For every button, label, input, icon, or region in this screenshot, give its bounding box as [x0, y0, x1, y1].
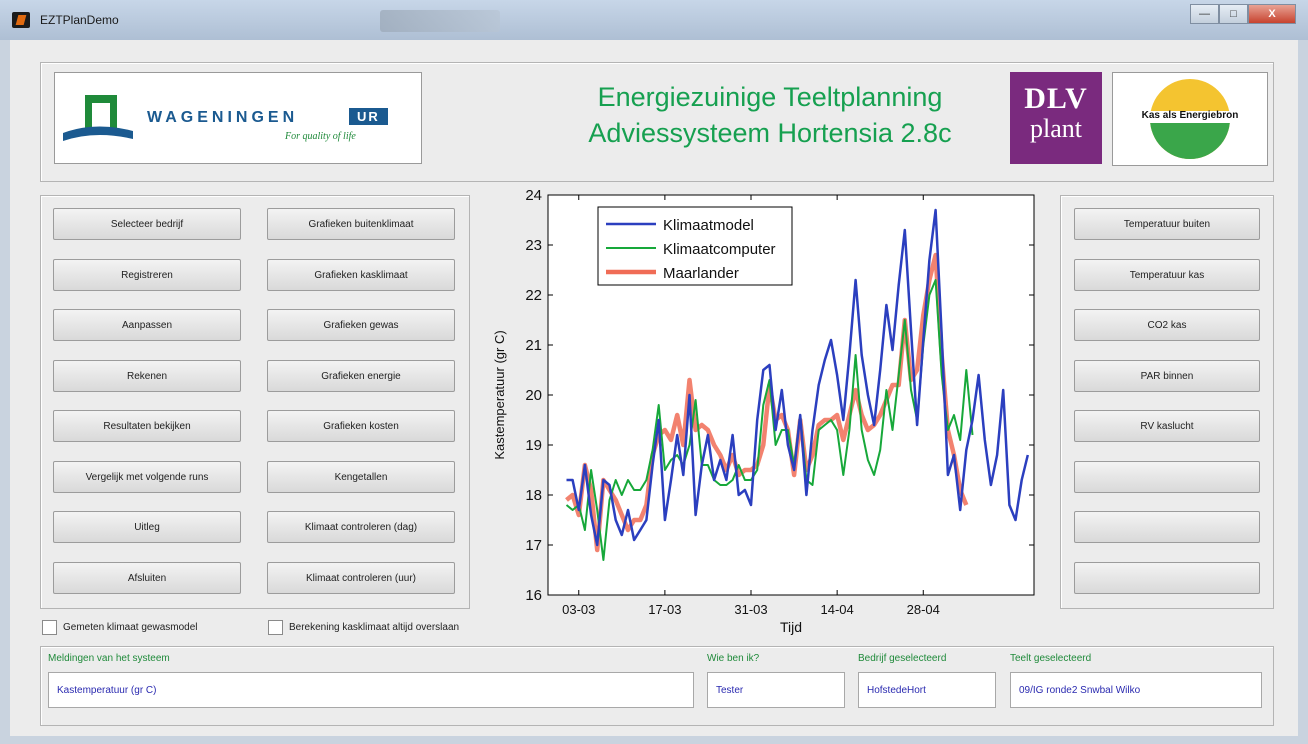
legend-label-klimaatmodel: Klimaatmodel	[663, 217, 754, 234]
button-resultaten-bekijken[interactable]: Resultaten bekijken	[53, 410, 241, 442]
button-grafieken-energie[interactable]: Grafieken energie	[267, 360, 455, 392]
kas-energiebron-logo: Kas als Energiebron	[1112, 72, 1268, 166]
page-title-line1: Energiezuinige Teeltplanning	[597, 82, 943, 112]
y-tick-label: 23	[525, 237, 542, 254]
button-rekenen[interactable]: Rekenen	[53, 360, 241, 392]
user-field: Tester	[707, 672, 845, 708]
wur-logo-word: WAGENINGEN	[147, 109, 299, 126]
x-tick-label: 14-04	[821, 602, 854, 617]
minimize-button[interactable]: —	[1190, 4, 1219, 24]
x-axis-label: Tijd	[780, 619, 802, 635]
kas-logo-text: Kas als Energiebron	[1141, 110, 1239, 121]
wur-logo-graphic	[63, 95, 133, 141]
company-field: HofstedeHort	[858, 672, 996, 708]
series-line-klimaatmodel	[566, 208, 1030, 547]
user-label: Wie ben ik?	[707, 653, 760, 664]
maximize-button[interactable]: □	[1219, 4, 1248, 24]
messages-label: Meldingen van het systeem	[48, 653, 170, 664]
kastemperatuur-chart: 16 17 18 19 20 21 22 23 24 03-03 17-03 31-03 14-04 28…	[492, 187, 1035, 635]
button-grafieken-kasklimaat[interactable]: Grafieken kasklimaat	[267, 259, 455, 291]
x-tick-label: 17-03	[648, 602, 681, 617]
crop-label: Teelt geselecteerd	[1010, 653, 1092, 664]
checkbox-kasklimaat-overslaan-label: Berekening kasklimaat altijd overslaan	[289, 622, 460, 633]
matlab-app-icon	[12, 12, 30, 28]
crop-field: 09/IG ronde2 Snwbal Wilko	[1010, 672, 1262, 708]
kas-logo-graphic	[1113, 79, 1267, 159]
x-tick-label: 28-04	[907, 602, 940, 617]
checkbox-gemeten-klimaat-box[interactable]	[42, 620, 57, 635]
checkbox-kasklimaat-overslaan-box[interactable]	[268, 620, 283, 635]
button-empty-2[interactable]	[1074, 511, 1260, 543]
main-window: WAGENINGEN UR For quality of life Energi…	[10, 40, 1298, 736]
dlv-logo-line1: DLV	[1024, 82, 1088, 115]
button-kengetallen[interactable]: Kengetallen	[267, 461, 455, 493]
y-tick-label: 24	[525, 187, 542, 204]
window-controls: — □ X	[1190, 4, 1296, 24]
button-rv-kaslucht[interactable]: RV kaslucht	[1074, 410, 1260, 442]
wur-logo-badge: UR	[349, 108, 388, 125]
button-temperatuur-kas[interactable]: Temperatuur kas	[1074, 259, 1260, 291]
button-afsluiten[interactable]: Afsluiten	[53, 562, 241, 594]
button-uitleg[interactable]: Uitleg	[53, 511, 241, 543]
checkbox-kasklimaat-overslaan[interactable]: Berekening kasklimaat altijd overslaan	[268, 620, 459, 635]
y-tick-label: 19	[525, 437, 542, 454]
page-title-line2: Adviessysteem Hortensia 2.8c	[588, 118, 952, 148]
x-tick-label: 31-03	[734, 602, 767, 617]
x-tick-label: 03-03	[562, 602, 595, 617]
series-line-klimaatcomputer	[565, 279, 974, 561]
window-title: EZTPlanDemo	[40, 13, 119, 27]
legend-label-maarlander: Maarlander	[663, 265, 739, 282]
y-axis-label: Kastemperatuur (gr C)	[492, 330, 507, 459]
y-tick-label: 18	[525, 487, 542, 504]
button-grafieken-kosten[interactable]: Grafieken kosten	[267, 410, 455, 442]
wur-logo: WAGENINGEN UR For quality of life	[54, 72, 422, 164]
right-button-panel	[1060, 195, 1274, 609]
button-klimaat-controleren-uur[interactable]: Klimaat controleren (uur)	[267, 562, 455, 594]
button-vergelijk-runs[interactable]: Vergelijk met volgende runs	[53, 461, 241, 493]
y-tick-label: 22	[525, 287, 542, 304]
button-grafieken-gewas[interactable]: Grafieken gewas	[267, 309, 455, 341]
button-selecteer-bedrijf[interactable]: Selecteer bedrijf	[53, 208, 241, 240]
company-label: Bedrijf geselecteerd	[858, 653, 947, 664]
title-bar: EZTPlanDemo — □ X	[0, 0, 1308, 40]
wur-logo-tagline: For quality of life	[285, 131, 356, 142]
button-klimaat-controleren-dag[interactable]: Klimaat controleren (dag)	[267, 511, 455, 543]
button-co2-kas[interactable]: CO2 kas	[1074, 309, 1260, 341]
checkbox-gemeten-klimaat-label: Gemeten klimaat gewasmodel	[63, 622, 198, 633]
button-aanpassen[interactable]: Aanpassen	[53, 309, 241, 341]
dlv-logo-line2: plant	[1030, 114, 1082, 143]
button-empty-3[interactable]	[1074, 562, 1260, 594]
left-button-panel	[40, 195, 470, 609]
y-tick-label: 17	[525, 537, 542, 554]
button-grafieken-buitenklimaat[interactable]: Grafieken buitenklimaat	[267, 208, 455, 240]
y-tick-label: 20	[525, 387, 542, 404]
button-registreren[interactable]: Registreren	[53, 259, 241, 291]
button-par-binnen[interactable]: PAR binnen	[1074, 360, 1260, 392]
background-window-tab	[380, 10, 500, 32]
legend-label-klimaatcomputer: Klimaatcomputer	[663, 241, 776, 258]
checkbox-gemeten-klimaat[interactable]: Gemeten klimaat gewasmodel	[42, 620, 198, 635]
button-temperatuur-buiten[interactable]: Temperatuur buiten	[1074, 208, 1260, 240]
close-button[interactable]: X	[1248, 4, 1296, 24]
dlv-plant-logo: DLV plant	[1010, 72, 1102, 164]
messages-field: Kastemperatuur (gr C)	[48, 672, 694, 708]
y-tick-label: 16	[525, 587, 542, 604]
y-tick-label: 21	[525, 337, 542, 354]
button-empty-1[interactable]	[1074, 461, 1260, 493]
